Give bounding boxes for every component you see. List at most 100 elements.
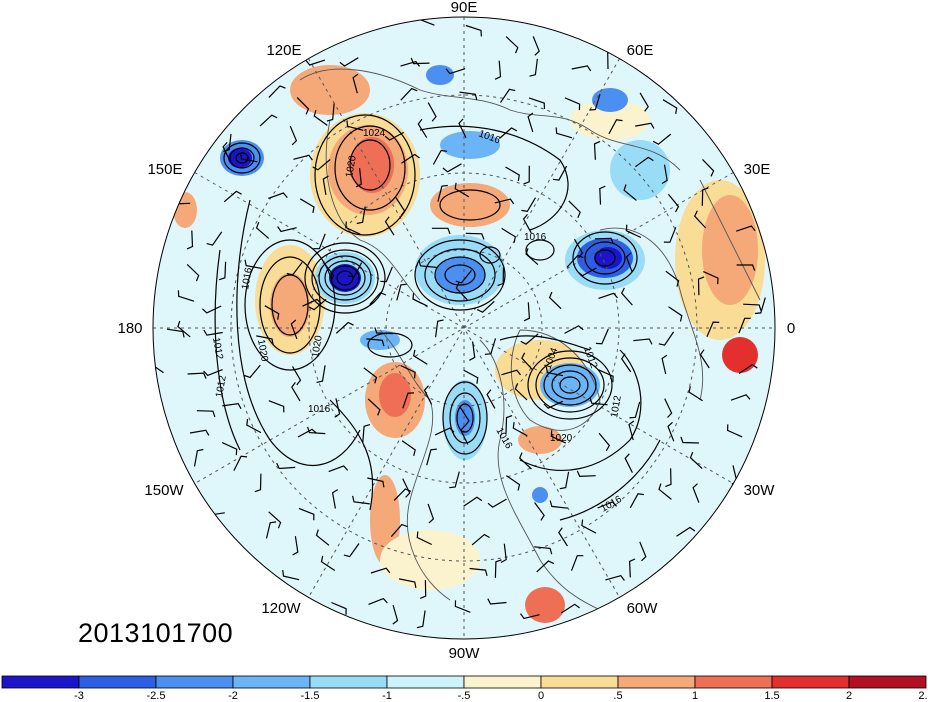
wind-barb [730, 394, 751, 401]
wind-barb [367, 477, 385, 488]
wind-barb [484, 338, 497, 355]
colorbar-tick-label: -2 [228, 690, 238, 702]
wind-barb [523, 302, 531, 322]
wind-barb [577, 267, 597, 277]
wind-barb [298, 507, 315, 521]
wind-barb [401, 153, 420, 164]
wind-barb [521, 197, 537, 213]
wind-barb [445, 68, 466, 75]
wind-barb [315, 529, 330, 546]
anomaly-cold-arctic-core [435, 257, 485, 293]
wind-barb [525, 248, 539, 266]
wind-barb [255, 221, 270, 239]
wind-barb [348, 262, 363, 278]
wind-barbs [153, 17, 766, 629]
wind-barb [153, 357, 164, 374]
wind-barb [702, 158, 715, 177]
wind-barb [620, 287, 633, 306]
wind-barb [545, 366, 564, 377]
wind-barb [343, 543, 360, 558]
wind-barb [564, 325, 584, 334]
wind-barb [326, 103, 335, 122]
anomaly-cold-northeast [592, 88, 628, 112]
wind-barb [355, 168, 362, 188]
anomaly-neutral-south [380, 530, 480, 590]
wind-barb [599, 185, 606, 205]
anomaly-cold-small [532, 487, 548, 503]
wind-barb [528, 97, 546, 110]
wind-barb [663, 227, 677, 243]
wind-barb [454, 600, 471, 613]
anomaly-field [173, 65, 765, 623]
wind-barb [277, 226, 297, 233]
lon-label-90w: 90W [449, 645, 481, 662]
wind-barb [307, 426, 326, 435]
wind-barb [697, 276, 705, 296]
wind-barb [736, 225, 756, 232]
wind-barb [548, 291, 562, 310]
wind-barb [595, 328, 609, 345]
wind-barb [328, 465, 349, 473]
wind-barb [367, 398, 381, 416]
wind-barb [366, 338, 385, 347]
wind-barb [206, 231, 223, 246]
wind-barb [419, 580, 427, 599]
colorbar-swatch [1, 675, 80, 689]
wind-barb [658, 331, 675, 346]
wind-barb [186, 230, 194, 250]
lon-label-150e: 150E [147, 161, 182, 178]
wind-barb [501, 227, 516, 243]
wind-barb [738, 317, 751, 334]
wind-barb [196, 410, 216, 418]
wind-barb [688, 386, 703, 402]
wind-barb [352, 495, 370, 505]
wind-barb [221, 442, 238, 456]
wind-barb [380, 266, 393, 283]
wind-barb [256, 335, 274, 345]
wind-barb [458, 118, 467, 138]
wind-barb [699, 349, 710, 369]
map-border [152, 16, 776, 640]
wind-barb [597, 501, 618, 509]
lon-label-120e: 120E [266, 42, 301, 59]
wind-barb [189, 429, 210, 436]
anomaly-warm-pacific-core [270, 273, 310, 337]
wind-barb [390, 523, 408, 537]
wind-barb [186, 263, 200, 282]
coast-eurasia-north [299, 68, 681, 171]
wind-barb [560, 603, 580, 614]
wind-barb [620, 353, 632, 373]
colorbar-tick-label: 2 [846, 690, 852, 702]
wind-barb [487, 598, 507, 605]
wind-barb [454, 182, 470, 198]
colorbar-swatch [540, 675, 619, 689]
wind-barb [339, 57, 359, 67]
wind-barb [494, 198, 515, 205]
anomaly-cold-scandinavia [610, 140, 670, 200]
colorbar-swatch [771, 675, 850, 689]
colorbar-tick-label: 1 [692, 690, 698, 702]
wind-barb [598, 369, 614, 383]
wind-barb [639, 92, 649, 112]
wind-barb [323, 262, 335, 282]
wind-barb [738, 363, 758, 374]
wind-barb [667, 193, 680, 213]
wind-barb [268, 192, 288, 199]
lon-label-150w: 150W [144, 482, 184, 499]
anomaly-cold-canada-core [455, 400, 475, 436]
wind-barb [302, 298, 322, 307]
wind-barb [469, 341, 476, 361]
colorbar-tick-label: -3 [74, 690, 84, 702]
wind-barb [608, 119, 623, 135]
wind-barb [693, 210, 707, 229]
wind-barb [292, 536, 299, 556]
colorbar-tick-label: -.5 [458, 690, 471, 702]
wind-barb [629, 401, 641, 419]
lon-label-180: 180 [117, 320, 142, 337]
date-stamp: 2013101700 [78, 618, 234, 648]
wind-barb [593, 140, 601, 160]
lon-label-60w: 60W [627, 600, 659, 617]
wind-barb [665, 270, 680, 287]
lat-lon-grid [153, 17, 775, 639]
